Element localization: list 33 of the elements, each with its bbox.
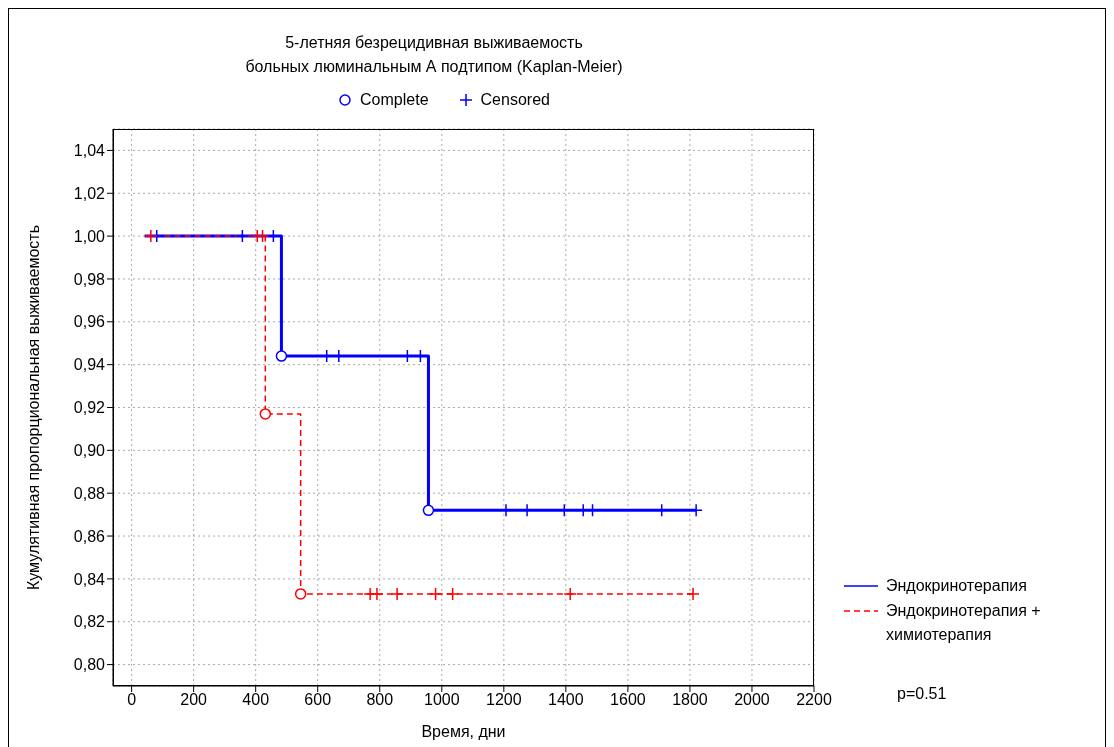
y-tick-label: 0,86 bbox=[73, 527, 106, 545]
y-tick-label: 0,88 bbox=[73, 484, 106, 502]
x-tick-label: 2000 bbox=[734, 691, 770, 709]
y-tick-label: 0,82 bbox=[73, 613, 106, 631]
x-tick-label: 1000 bbox=[423, 691, 460, 709]
legend-label: Complete bbox=[360, 91, 429, 109]
legend-label: Эндокринотерапия bbox=[886, 576, 1028, 596]
y-tick-label: 1,00 bbox=[73, 227, 106, 245]
x-tick-label: 1200 bbox=[486, 691, 522, 709]
x-tick-label: 1800 bbox=[672, 691, 708, 709]
x-tick-label: 0 bbox=[127, 691, 137, 709]
y-tick-label: 1,02 bbox=[73, 184, 106, 202]
y-tick-label: 0,94 bbox=[73, 356, 106, 374]
y-tick-label: 0,84 bbox=[73, 570, 106, 588]
y-tick-label: 1,04 bbox=[73, 142, 106, 160]
x-tick-label: 1400 bbox=[548, 691, 584, 709]
legend-label: Censored bbox=[480, 91, 550, 109]
y-tick-label: 0,90 bbox=[73, 442, 106, 460]
x-tick-label: 2200 bbox=[796, 691, 832, 709]
legend-label: Эндокринотерапия + химиотерапия bbox=[886, 601, 1042, 645]
y-tick-label: 0,92 bbox=[73, 399, 106, 417]
y-tick-label: 0,98 bbox=[73, 270, 106, 288]
x-axis-title: Время, дни bbox=[421, 723, 506, 741]
text: p=0.51 bbox=[897, 685, 947, 703]
x-tick-label: 200 bbox=[180, 691, 208, 709]
x-tick-label: 600 bbox=[304, 691, 332, 709]
y-axis-title: Кумулятивная пропорциональная выживаемость bbox=[24, 224, 42, 591]
x-tick-label: 800 bbox=[366, 691, 394, 709]
x-tick-label: 1600 bbox=[610, 691, 646, 709]
y-tick-label: 0,80 bbox=[73, 656, 106, 674]
chart-title: 5-летняя безрецидивная выживаемость больных люминальным А подтипом (Kaplan-Meier) bbox=[244, 33, 624, 77]
x-tick-label: 400 bbox=[242, 691, 270, 709]
y-tick-label: 0,96 bbox=[73, 313, 106, 331]
